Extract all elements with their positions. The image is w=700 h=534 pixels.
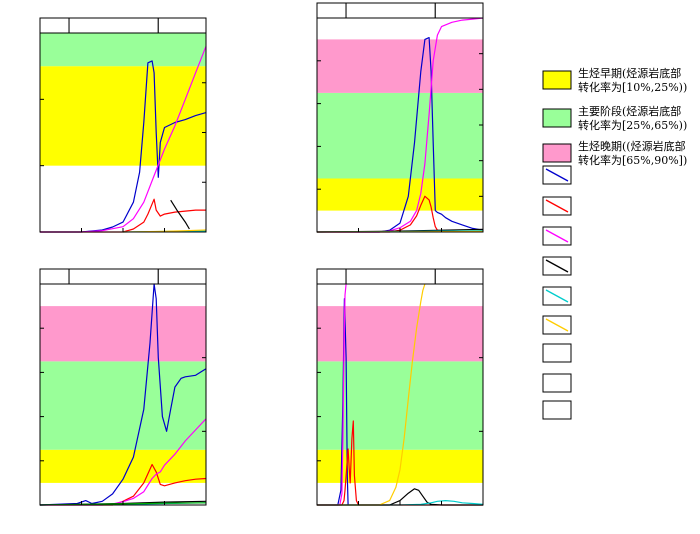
legend-label-line: 主要阶段(烃源岩底部 [578,104,681,118]
legend-item [542,400,572,420]
band-late [317,39,483,93]
series-line [40,60,207,233]
series-line [170,199,190,230]
band-main [40,361,206,450]
legend-label-line: 转化率为[10%,25%)) [578,80,687,94]
legend-swatch [542,143,572,163]
legend: 生烃早期(烃源岩底部转化率为[10%,25%)) 主要阶段(烃源岩底部转化率为[2… [542,66,687,420]
legend-label-line: 生烃早期(烃源岩底部 [578,66,681,80]
period-strip [316,2,484,19]
legend-line-sample [545,289,569,303]
legend-label-line: 转化率为[65%,90%]) [578,153,687,167]
legend-label: 生烃晚期((烃源岩底部转化率为[65%,90%]) [578,139,687,167]
legend-line-sample [545,168,569,182]
series-line [40,198,206,233]
period-cell-E [345,2,436,19]
legend-label: 主要阶段(烃源岩底部转化率为[25%,65%)) [578,104,687,132]
period-cell-K [316,2,347,19]
band-late [317,306,483,362]
band-early [40,449,206,483]
legend-item [542,286,572,306]
legend-period-box [542,343,572,363]
legend-item: 生烃晚期((烃源岩底部转化率为[65%,90%]) [542,139,687,167]
legend-line-sample [545,199,569,213]
legend-item: 主要阶段(烃源岩底部转化率为[25%,65%)) [542,104,687,132]
legend-item [542,196,572,216]
series-line [317,420,483,506]
band-early [40,66,206,166]
legend-period-box [542,400,572,420]
period-cell-K [39,17,70,34]
band-early [317,178,483,211]
legend-line-sample [545,318,569,332]
legend-item: 生烃早期(烃源岩底部转化率为[10%,25%)) [542,66,687,94]
chart-panel-1 [39,17,207,233]
legend-item [542,373,572,393]
band-main [40,33,206,67]
legend-item [542,256,572,276]
period-strip [39,268,207,285]
period-cell-N [434,2,484,19]
period-strip [39,17,207,34]
legend-label: 生烃早期(烃源岩底部转化率为[10%,25%)) [578,66,687,94]
period-cell-K [316,268,347,285]
period-cell-N [157,268,207,285]
band-late [40,306,206,362]
period-cell-E [68,17,159,34]
legend-period-box [542,373,572,393]
band-main [317,361,483,450]
chart-panel-3 [39,268,207,506]
chart-panel-4 [316,268,484,506]
legend-item [542,226,572,246]
legend-swatch [542,70,572,90]
series-line [317,36,484,233]
legend-item [542,165,572,185]
period-cell-E [68,268,159,285]
period-cell-N [434,268,484,285]
period-cell-N [157,17,207,34]
legend-label-line: 生烃晚期((烃源岩底部 [578,139,686,153]
legend-line-sample [545,229,569,243]
legend-item [542,343,572,363]
period-cell-E [345,268,436,285]
legend-label-line: 转化率为[25%,65%)) [578,118,687,132]
period-cell-K [39,268,70,285]
legend-line-sample [545,259,569,273]
legend-item [542,315,572,335]
period-strip [316,268,484,285]
chart-panel-2 [316,2,484,233]
series-line [317,17,484,233]
band-main [317,92,483,179]
legend-swatch [542,108,572,128]
series-line [40,46,207,233]
series-line [317,283,426,506]
